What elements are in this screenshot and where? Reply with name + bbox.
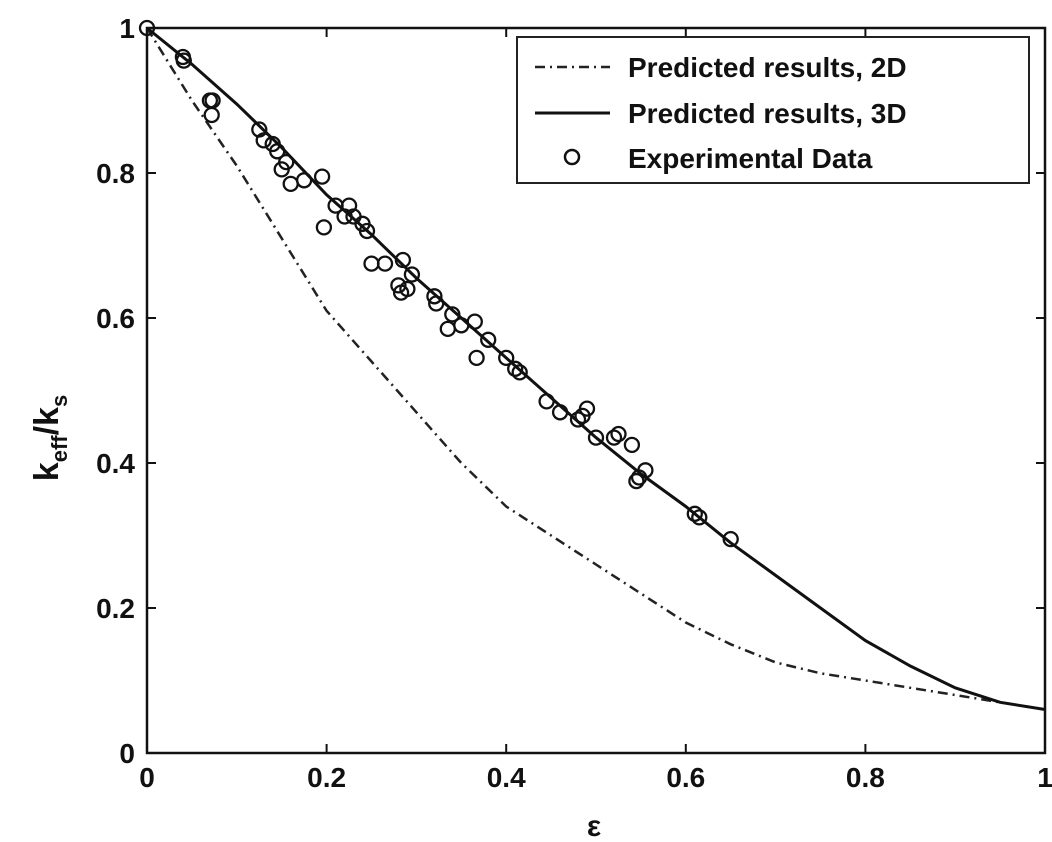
experimental-data-point <box>453 317 470 334</box>
experimental-data-point <box>439 320 456 338</box>
x-tick-label: 0.4 <box>487 762 526 793</box>
experimental-data-point <box>358 222 376 240</box>
experimental-data-point <box>255 132 272 149</box>
experimental-data-point <box>468 349 485 367</box>
experimental-data-point <box>511 364 528 381</box>
x-tick-label: 0.6 <box>666 762 705 793</box>
legend-box <box>516 36 1030 184</box>
x-axis-label: ε <box>587 810 601 842</box>
experimental-data-point <box>203 106 220 124</box>
experimental-data-point <box>204 92 221 109</box>
experimental-data-point <box>278 153 295 171</box>
legend-label-experimental: Experimental Data <box>628 143 873 174</box>
experimental-data-point <box>466 313 483 330</box>
experimental-data-point <box>551 404 569 421</box>
experimental-data-point <box>175 52 192 69</box>
experimental-data-point <box>610 425 627 443</box>
experimental-data-point <box>691 509 708 526</box>
experimental-data-point <box>376 255 394 272</box>
experimental-data-point <box>637 462 654 479</box>
series-line-2d <box>145 27 1046 711</box>
y-tick-label: 0.8 <box>96 158 135 189</box>
legend-marker-experimental <box>563 148 581 166</box>
y-axis-label-sep: /k <box>28 407 66 435</box>
experimental-data-point <box>578 400 596 417</box>
experimental-data-point <box>507 360 524 377</box>
experimental-data-point <box>313 168 331 185</box>
experimental-data-point <box>390 277 407 294</box>
experimental-data-point <box>722 530 739 548</box>
legend-label-3d: Predicted results, 3D <box>628 98 907 129</box>
experimental-data-point <box>498 349 515 367</box>
experimental-data-point <box>295 172 313 189</box>
series-layer <box>145 26 1046 711</box>
experimental-data-point <box>394 251 412 269</box>
experimental-data-point <box>538 393 555 410</box>
experimental-data-point <box>569 411 587 428</box>
experimental-data-point <box>686 505 703 522</box>
y-axis-label: keff/ks <box>28 395 72 481</box>
experimental-data-point <box>399 280 416 298</box>
legend: Predicted results, 2D Predicted results,… <box>516 36 1030 184</box>
y-tick-label: 0.6 <box>96 303 135 334</box>
experimental-data-point <box>282 175 299 193</box>
legend-label-2d: Predicted results, 2D <box>628 52 907 83</box>
y-tick-label: 0.2 <box>96 593 135 624</box>
experimental-data-point <box>428 295 445 312</box>
y-axis-label-sub2: s <box>47 395 72 407</box>
experimental-data-markers <box>138 19 739 548</box>
y-axis-label-main: k <box>28 462 66 481</box>
y-tick-label: 0 <box>119 738 135 769</box>
experimental-data-point <box>444 306 461 323</box>
experimental-data-point <box>628 472 645 490</box>
series-line-3d <box>146 26 1046 711</box>
experimental-data-point <box>605 429 623 446</box>
x-tick-label: 1 <box>1037 762 1052 793</box>
x-tick-label: 0.8 <box>846 762 885 793</box>
y-tick-label: 1 <box>119 13 135 44</box>
experimental-data-point <box>480 331 497 348</box>
experimental-data-point <box>623 436 641 454</box>
y-axis-label-sub1: eff <box>47 435 72 463</box>
y-tick-label: 0.4 <box>96 448 135 479</box>
experimental-data-point <box>587 429 605 446</box>
x-tick-label: 0.2 <box>307 762 346 793</box>
plot-frame <box>145 26 1047 755</box>
tick-layer: 0 0.2 0.4 0.6 0.8 1 0 0.2 0.4 0.6 0.8 1 <box>96 13 1052 793</box>
experimental-data-point <box>363 255 380 272</box>
x-tick-label: 0 <box>139 762 155 793</box>
plot-frame-layer <box>145 26 1047 755</box>
experimental-data-point <box>403 266 421 283</box>
experimental-data-point <box>426 288 443 305</box>
experimental-data-point <box>315 219 333 236</box>
experimental-data-point <box>269 143 286 160</box>
